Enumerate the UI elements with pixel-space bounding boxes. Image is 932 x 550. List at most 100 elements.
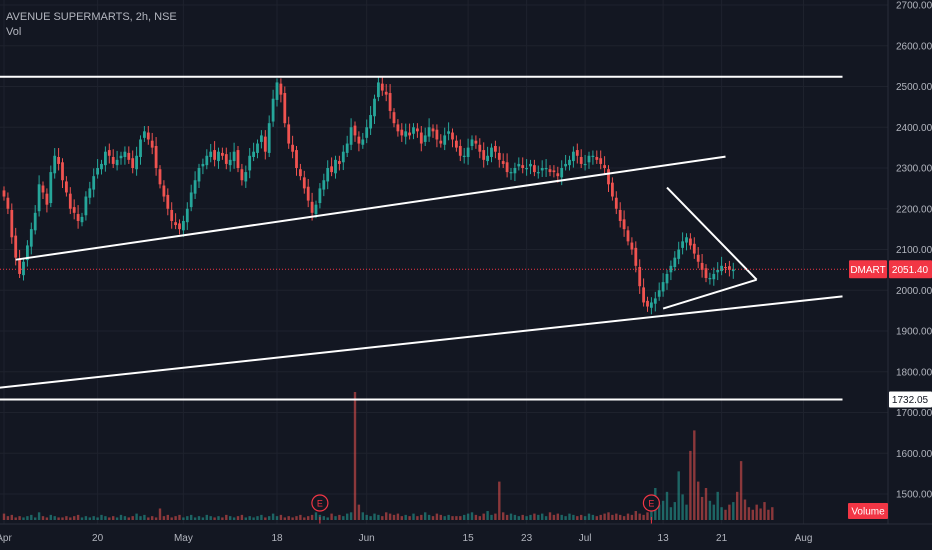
candle-body (486, 155, 489, 162)
volume-bar (533, 513, 536, 520)
candle-body (127, 152, 131, 160)
candle-body (556, 173, 560, 177)
candle-body (205, 155, 209, 166)
candle-body (400, 129, 404, 136)
candle-body (704, 268, 708, 279)
volume-bar (369, 516, 372, 520)
volume-bar (279, 514, 283, 520)
candle-body (583, 163, 587, 166)
candle-body (314, 204, 318, 215)
candle-body (431, 128, 435, 132)
volume-bar (229, 516, 232, 520)
volume-bar (119, 514, 123, 520)
volume-bar (57, 517, 60, 520)
candle-body (76, 214, 80, 221)
candle-body (174, 222, 177, 226)
time-tick-label: Aug (795, 533, 813, 544)
candle-body (201, 163, 205, 167)
axis-badges: DMART 2051.40 1732.05 Volume (848, 260, 932, 519)
trend-line-support-lower-channel[interactable] (0, 295, 843, 389)
volume-bar (529, 514, 532, 520)
price-tick-label: 1900.00 (896, 327, 932, 338)
volume-bar (260, 514, 263, 520)
candle-body (353, 125, 357, 136)
candle-body (104, 151, 107, 166)
volume-bar (416, 516, 419, 520)
volume-badge (848, 503, 888, 519)
volume-bar (151, 516, 154, 520)
candle-body (287, 124, 291, 144)
volume-bar (342, 516, 345, 520)
volume-bar (193, 517, 197, 520)
price-tick-label: 1700.00 (896, 408, 932, 419)
earnings-marker-label[interactable]: E (317, 499, 323, 509)
volume-bar (661, 500, 665, 520)
candle-body (427, 127, 431, 137)
earnings-marker-circle[interactable] (311, 494, 329, 512)
volume-bar (53, 516, 56, 520)
time-tick-label: Jun (359, 533, 375, 544)
volume-bar (205, 514, 208, 520)
candle-body (388, 93, 392, 111)
candle-body (29, 229, 33, 247)
candle-body (232, 151, 236, 162)
candle-body (384, 91, 388, 95)
volume-bar (357, 504, 361, 520)
volume-bar (576, 516, 579, 520)
volume-bar (186, 516, 189, 520)
volume-bar (521, 514, 524, 520)
candle-body (236, 150, 240, 168)
time-tick-label: Apr (0, 533, 12, 544)
volume-bar (431, 516, 435, 520)
volume-bar (486, 511, 489, 520)
volume-bar (412, 513, 415, 520)
candle-body (380, 83, 384, 91)
price-tick-label: 2700.00 (896, 1, 932, 12)
volume-bar (147, 517, 150, 520)
volume-bar (69, 517, 72, 520)
volume-bar (591, 514, 595, 520)
symbol-title[interactable]: AVENUE SUPERMARTS, 2h, NSE (6, 11, 177, 23)
candle-body (560, 168, 564, 178)
candle-body (154, 145, 158, 168)
trend-lines[interactable] (0, 75, 843, 401)
price-tick-label: 2000.00 (896, 286, 932, 297)
volume-bar (131, 516, 134, 520)
volume-badge-label: Volume (851, 507, 885, 518)
volume-bar (10, 514, 13, 520)
volume-bar (154, 517, 158, 520)
candle-body (345, 143, 349, 153)
volume-bar (716, 491, 719, 520)
candle-body (143, 131, 146, 138)
candle-body (525, 168, 528, 170)
candle-body (197, 168, 201, 182)
volume-bar (182, 517, 185, 520)
volume-indicator-label[interactable]: Vol (6, 26, 22, 38)
candle-body (630, 242, 634, 250)
price-axis[interactable]: 2700.00 2600.00 2500.00 2400.00 2300.00 2200.… (896, 1, 932, 501)
volume-bar (26, 516, 29, 520)
candle-body (568, 159, 571, 166)
candle-body (579, 156, 583, 164)
candle-body (18, 258, 21, 274)
symbol-badge-label: DMART (850, 265, 885, 276)
earnings-marker-label[interactable]: E (648, 499, 654, 509)
candle-body (462, 155, 466, 157)
candle-body (521, 165, 525, 168)
volume-bar (322, 516, 325, 520)
candle-body (392, 112, 396, 124)
volume-bar (560, 514, 563, 520)
trend-line-support-upper-channel[interactable] (15, 155, 726, 261)
volume-bar (736, 491, 739, 520)
candle-body (474, 140, 478, 144)
volume-bar (240, 514, 244, 520)
earnings-marker-circle[interactable] (642, 494, 661, 512)
trend-line-triangle-upper[interactable] (666, 186, 758, 281)
candle-body (455, 140, 458, 148)
candle-body (158, 169, 162, 185)
candle-body (263, 136, 267, 152)
time-axis[interactable]: Apr 20 May 18 Jun 15 23 Jul 13 21 Aug (0, 533, 812, 544)
trend-line-triangle-lower[interactable] (662, 278, 757, 310)
